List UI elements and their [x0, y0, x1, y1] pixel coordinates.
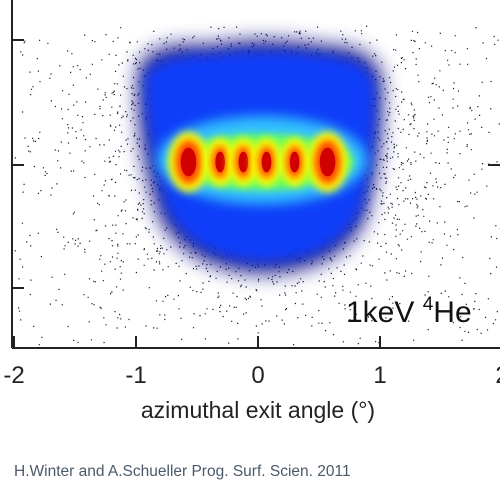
x-tick-label: -1 — [125, 362, 146, 389]
x-axis-tick-labels: -2 -1 0 1 2 — [3, 362, 500, 389]
x-axis-ticks — [13, 336, 381, 348]
x-tick-label: 0 — [251, 362, 264, 389]
x-axis-title: azimuthal exit angle (°) — [141, 397, 375, 423]
citation: H.Winter and A.Schueller Prog. Surf. Sci… — [14, 463, 351, 480]
peak-core — [319, 147, 336, 177]
peak-core — [238, 151, 249, 173]
peak-core — [180, 147, 197, 177]
plot-area — [14, 25, 500, 346]
peak-core — [215, 151, 225, 173]
peak-core — [261, 151, 272, 173]
x-tick-label: -2 — [3, 362, 24, 389]
x-tick-label: 2 — [495, 362, 500, 389]
beam-annotation: 1keV 4He — [346, 294, 472, 329]
x-tick-label: 1 — [373, 362, 386, 389]
intensity-map — [137, 40, 383, 274]
peak-core — [289, 151, 300, 173]
